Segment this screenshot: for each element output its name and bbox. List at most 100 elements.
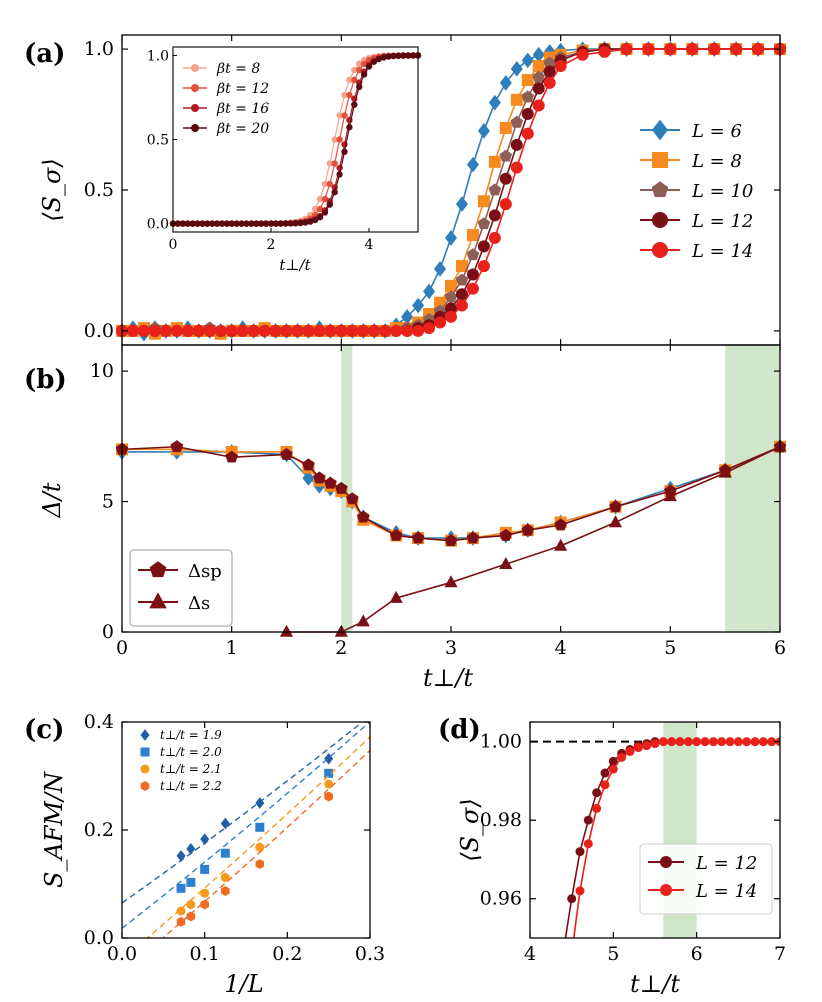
inset-data-point: [331, 188, 338, 196]
data-point: [510, 61, 523, 77]
data-point: [434, 316, 447, 329]
data-point: [543, 65, 556, 78]
data-point: [434, 296, 447, 309]
data-point: [401, 324, 414, 337]
legend-label: t⊥/t = 2.1: [160, 762, 222, 776]
x-tick-label: 0.2: [272, 943, 302, 965]
x-tick-label: 0.1: [190, 943, 220, 965]
data-point: [255, 842, 265, 852]
legend-marker: [660, 856, 672, 868]
data-point: [466, 531, 480, 544]
inset-data-point: [346, 124, 353, 131]
inset-data-point: [267, 220, 275, 227]
legend-label: L = 14: [691, 241, 753, 262]
data-point: [186, 843, 196, 855]
data-point: [600, 768, 610, 778]
data-point: [521, 90, 535, 103]
inset-data-point: [297, 219, 304, 227]
data-point: [200, 888, 210, 898]
data-point: [650, 739, 660, 749]
data-point: [708, 737, 718, 747]
data-point: [220, 848, 230, 858]
inset-data-point: [370, 58, 378, 65]
inset-data-point: [204, 220, 211, 227]
legend-marker: [149, 561, 167, 578]
data-point: [499, 172, 512, 185]
data-point: [455, 273, 469, 286]
inset-data-point: [336, 112, 343, 119]
inset-data-point: [375, 55, 382, 63]
panel-label-d: (d): [438, 715, 481, 745]
legend-marker: [140, 764, 150, 774]
data-point: [186, 911, 196, 922]
data-point: [692, 737, 702, 747]
inset-data-point: [228, 220, 235, 227]
inset-data-point: [400, 52, 407, 59]
data-point: [510, 138, 523, 151]
inset-data-point: [326, 201, 333, 208]
data-point: [750, 737, 760, 747]
data-point: [279, 624, 294, 637]
data-point: [412, 297, 425, 314]
data-point: [176, 916, 186, 927]
inset-data-point: [409, 52, 417, 59]
inset-data-point: [321, 195, 329, 203]
data-point: [488, 94, 501, 111]
data-point: [499, 198, 512, 211]
inset-data-point: [336, 136, 343, 143]
data-point: [675, 737, 685, 747]
data-point: [583, 815, 593, 825]
data-point: [466, 248, 480, 261]
legend-label: t⊥/t = 1.9: [160, 728, 222, 742]
data-point: [389, 528, 403, 541]
data-point: [488, 209, 501, 222]
legend-label: L = 10: [691, 181, 753, 202]
data-point: [620, 43, 633, 56]
data-point: [346, 324, 359, 337]
panel-a-ylabel: ⟨S_σ⟩: [38, 158, 66, 222]
data-point: [663, 489, 677, 502]
inset-legend-marker: [191, 84, 199, 92]
inset-data-point: [346, 76, 353, 84]
data-point: [200, 833, 210, 846]
inset-data-point: [238, 220, 245, 227]
y-tick-label: 0.98: [480, 809, 522, 831]
data-point: [280, 324, 293, 337]
y-tick-label: 0.5: [84, 179, 114, 201]
inset-data-point: [356, 66, 363, 74]
data-point: [477, 240, 490, 253]
inset-legend-label: βt = 16: [216, 101, 269, 117]
data-point: [583, 839, 593, 849]
data-point: [214, 324, 227, 337]
data-point: [225, 450, 238, 463]
panel-c-xlabel: 1/L: [224, 970, 263, 998]
data-point: [532, 82, 545, 95]
x-tick-label: 0.3: [355, 943, 385, 965]
inset-data-point: [262, 220, 270, 227]
data-point: [434, 261, 447, 277]
inset-legend-marker: [191, 104, 199, 112]
data-point: [733, 737, 743, 747]
inset-data-point: [316, 214, 324, 221]
legend-label: t⊥/t = 2.0: [160, 745, 222, 759]
data-point: [324, 791, 333, 802]
data-point: [423, 283, 436, 300]
data-point: [521, 74, 534, 87]
legend-label: Δs: [188, 593, 210, 614]
data-point: [708, 43, 721, 56]
data-point: [488, 155, 501, 168]
data-point: [291, 324, 304, 337]
data-point: [510, 161, 523, 174]
inset-data-point: [218, 220, 226, 227]
data-point: [559, 947, 568, 956]
fit-line: [122, 722, 364, 904]
data-point: [258, 324, 271, 337]
data-point: [532, 99, 545, 112]
data-point: [625, 746, 635, 756]
data-point: [455, 196, 468, 212]
series-line: [121, 445, 781, 542]
inset-y-tick-label: 0.5: [147, 133, 169, 149]
inset-data-point: [213, 220, 221, 227]
data-point: [379, 324, 392, 337]
